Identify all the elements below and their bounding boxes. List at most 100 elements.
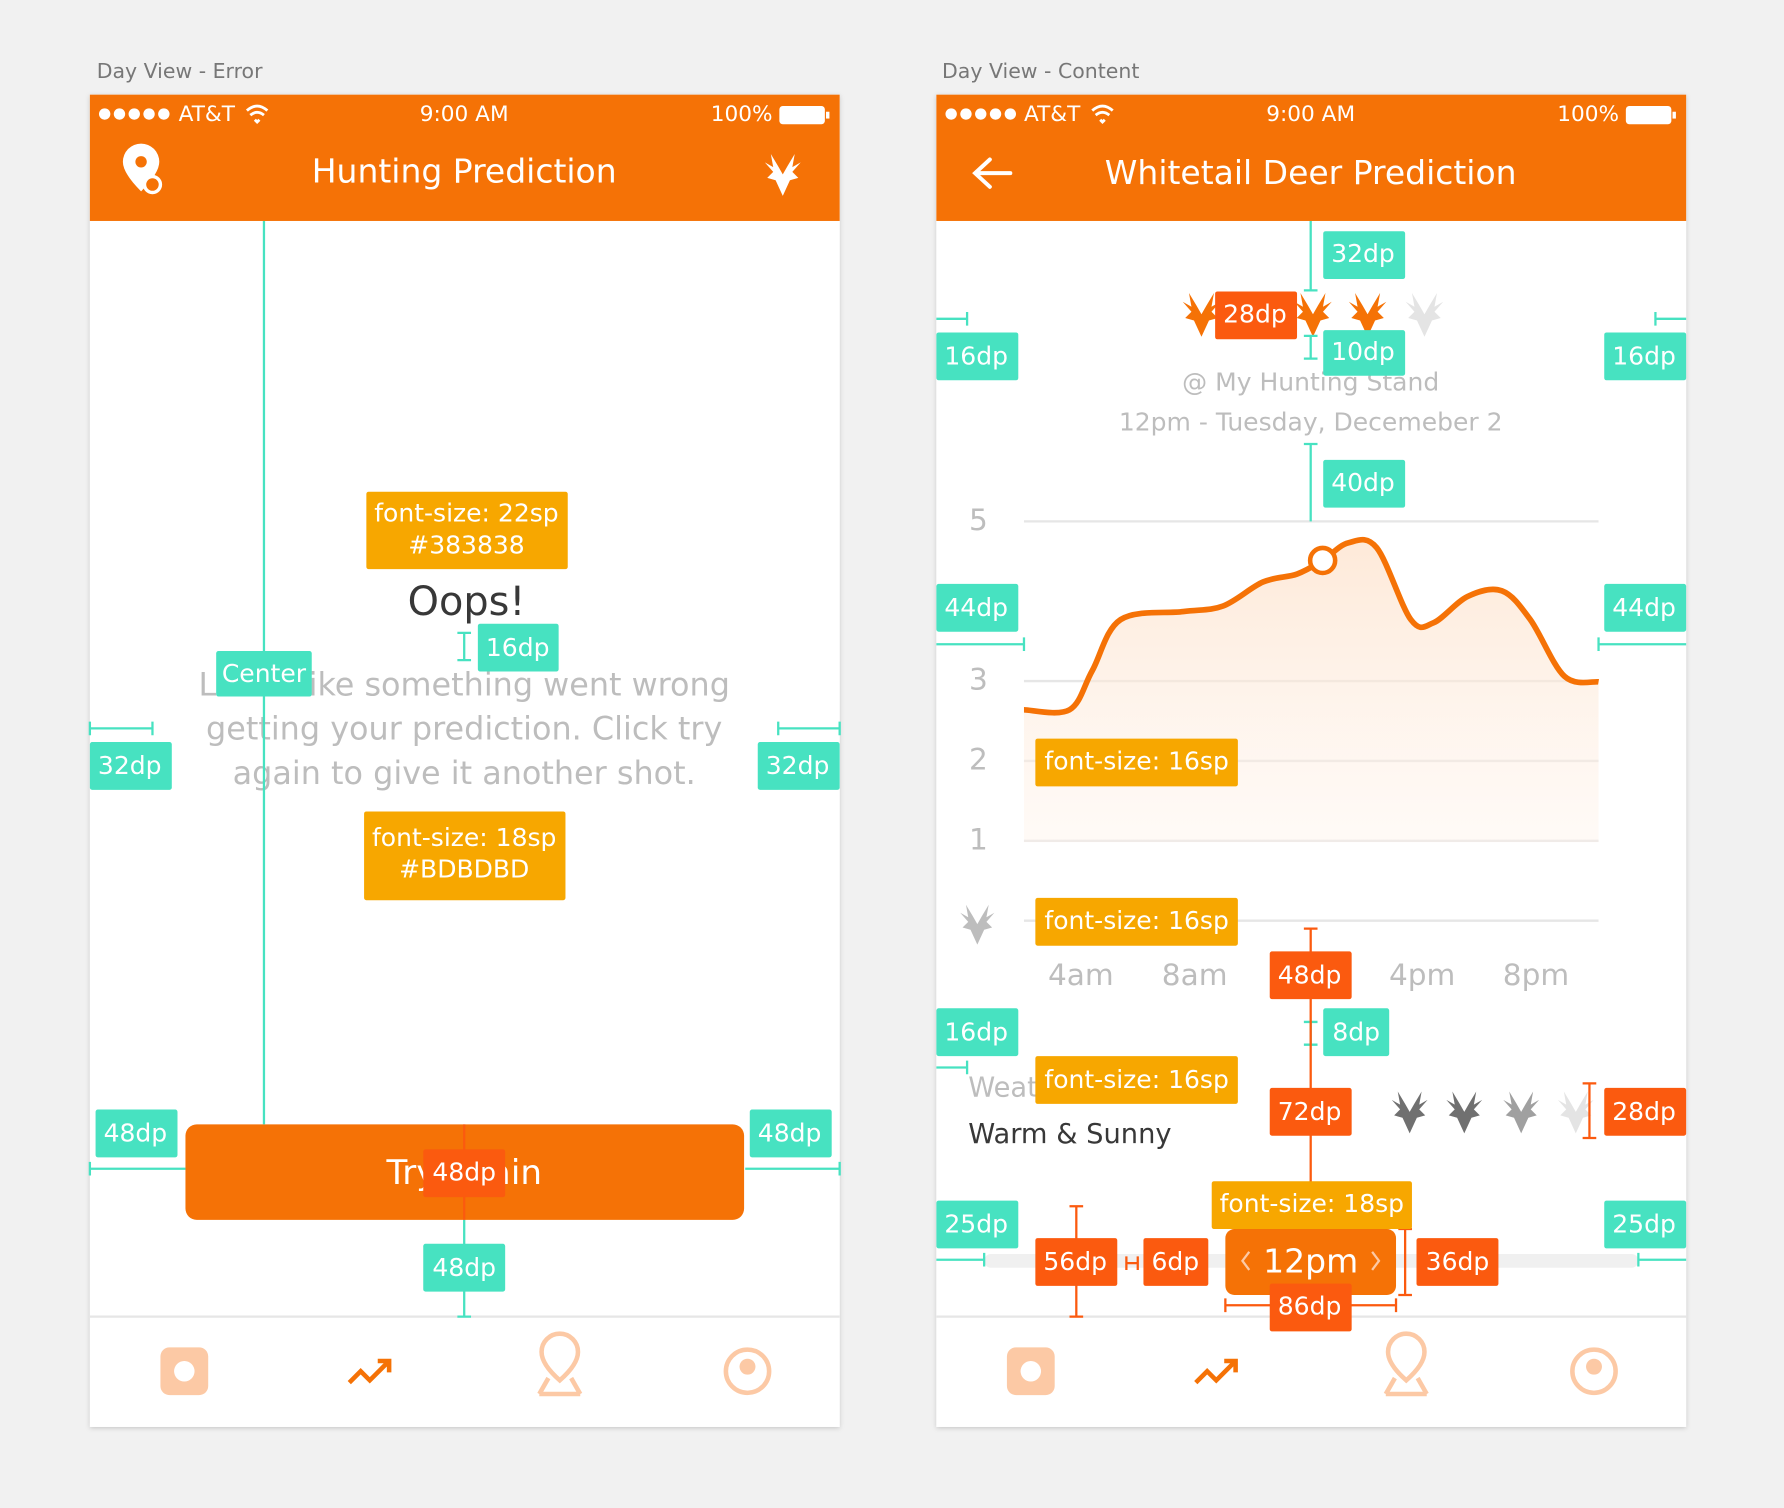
tab-profile[interactable] (1570, 1347, 1618, 1396)
tab-location[interactable] (1383, 1331, 1429, 1397)
annotation-box (477, 623, 559, 672)
annotation-label: 25dp (944, 1210, 1008, 1239)
x-tick-label: 4pm (1389, 958, 1455, 992)
annotation-box (1035, 738, 1238, 787)
annotation-box (936, 332, 1019, 381)
tab-bar (1006, 1331, 1618, 1397)
app-bar (936, 94, 1687, 221)
annotation-label: 32dp (1331, 239, 1395, 268)
selected-point (1307, 545, 1338, 576)
annotation-label: 16dp (1612, 341, 1676, 370)
annotation-label: 44dp (944, 593, 1008, 622)
annotation-label: 36dp (1426, 1247, 1490, 1276)
annotation-box (1416, 1238, 1499, 1286)
annotation-label: Center (222, 659, 307, 688)
annotation-box (1143, 1238, 1209, 1286)
annotation-box (1269, 1283, 1352, 1332)
annotation-label: #BDBDBD (399, 855, 529, 884)
annotation-label: 48dp (104, 1119, 168, 1148)
tab-camera-lens (174, 1360, 195, 1382)
annotation-box (1604, 1087, 1687, 1136)
annotation-label: 48dp (432, 1157, 496, 1186)
annotation-box (1604, 583, 1687, 632)
annotation-label: 16dp (486, 633, 550, 662)
tab-trend[interactable] (1194, 1358, 1238, 1385)
annotation-box (936, 1200, 1019, 1249)
app-title: Hunting Prediction (312, 152, 617, 191)
annotation-label: 16dp (944, 1017, 1008, 1046)
annotation-box (1323, 459, 1406, 508)
tab-profile-head (1586, 1358, 1602, 1375)
x-tick-label: 8am (1162, 958, 1228, 992)
x-tick-label: 8pm (1503, 958, 1569, 992)
annotation-box (364, 811, 566, 901)
tab-camera-lens (1020, 1360, 1042, 1382)
annotation-label: 25dp (1612, 1210, 1676, 1239)
annotation-box (366, 491, 568, 570)
battery-tip (1672, 111, 1676, 119)
annotation-label: font-size: 18sp (1220, 1189, 1404, 1218)
spec-lines (936, 220, 1687, 1318)
annotation-label: font-size: 22sp (374, 499, 558, 528)
location-search-icon[interactable] (122, 143, 163, 195)
annotation-box (95, 1109, 178, 1158)
annotation-label: #383838 (408, 530, 524, 559)
battery-level: 100% (711, 102, 773, 127)
error-heading: Oops! (408, 579, 526, 625)
annotation-label: font-size: 16sp (1044, 1065, 1228, 1094)
app-bar (89, 94, 840, 221)
error-message: again to give it another shot. (233, 754, 696, 792)
error-message: getting your prediction. Click try (206, 710, 722, 748)
annotation-label: 32dp (98, 751, 162, 780)
annotation-box (1035, 897, 1238, 946)
clock: 9:00 AM (420, 102, 509, 127)
annotation-box (216, 651, 312, 697)
back-button[interactable] (972, 157, 1013, 189)
slider-label[interactable]: 12pm (1263, 1242, 1358, 1281)
annotation-box (749, 1109, 832, 1158)
annotation-label: 32dp (766, 751, 830, 780)
y-tick-label: 1 (969, 822, 988, 856)
annotation-label: font-size: 16sp (1044, 747, 1228, 776)
annotation-label: font-size: 16sp (1044, 906, 1228, 935)
tab-profile[interactable] (723, 1347, 772, 1396)
annotation-box (423, 1243, 506, 1292)
annotation-label: 10dp (1331, 337, 1395, 366)
battery-level: 100% (1557, 102, 1619, 127)
battery-icon (1625, 106, 1672, 125)
weather: Warm & Sunny (968, 1119, 1171, 1150)
wifi-icon (245, 104, 269, 124)
y-tick-label: 3 (969, 663, 988, 697)
annotation-box (936, 583, 1019, 632)
date-label: 12pm - Tuesday, Decemeber 2 (1119, 407, 1503, 436)
annotation-box (1035, 1238, 1118, 1286)
y-tick-label: 2 (969, 742, 988, 776)
annotation-box (1269, 1087, 1352, 1136)
y-tick-label: 5 (969, 503, 988, 537)
annotation-box (1604, 1200, 1687, 1249)
annotation-label: 86dp (1278, 1292, 1342, 1321)
app-title: Whitetail Deer Prediction (1105, 153, 1517, 192)
annotation-label: 56dp (1043, 1247, 1107, 1276)
annotation-box (1035, 1056, 1238, 1104)
line (1023, 536, 1600, 716)
annotation-box (1323, 330, 1406, 376)
x-tick-label: 4am (1048, 958, 1114, 992)
tab-location[interactable] (537, 1331, 583, 1397)
annotation-label: 48dp (1278, 960, 1342, 989)
tab-profile-head (739, 1358, 756, 1375)
annotation-label: 8dp (1332, 1017, 1380, 1046)
clock: 9:00 AM (1266, 102, 1355, 127)
annotation-label: font-size: 18sp (372, 823, 556, 852)
slider-thumb[interactable] (1225, 1229, 1397, 1296)
annotation-box (89, 742, 172, 790)
annotation-label: 6dp (1151, 1247, 1199, 1276)
screen-caption: Day View - Error (97, 59, 263, 83)
annotation-box (1323, 1008, 1390, 1057)
tab-trend[interactable] (347, 1358, 392, 1385)
annotation-box (1323, 231, 1406, 279)
annotation-label: 44dp (1612, 593, 1676, 622)
